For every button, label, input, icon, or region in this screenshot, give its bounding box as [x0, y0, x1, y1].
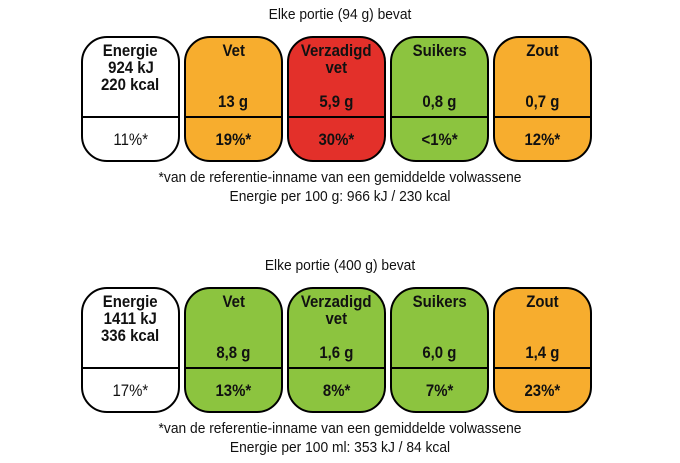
traffic-light-row: Energie 1411 kJ 336 kcal 17%* Vet 8,8 g …: [81, 287, 592, 413]
pill-saturated-fat: Verzadigd vet 1,6 g 8%*: [287, 287, 386, 413]
nutrient-name: Suikers: [412, 292, 467, 311]
nutrient-name: Zout: [526, 41, 559, 60]
nutrient-ri: 8%*: [322, 380, 351, 400]
nutrient-name: Vet: [222, 292, 245, 311]
nutrient-ri: 13%*: [215, 380, 252, 400]
energy-name: Energie: [103, 292, 158, 311]
nutrient-ri: <1%*: [421, 129, 458, 149]
nutrient-ri: 7%*: [425, 380, 454, 400]
energy-ri: 17%*: [112, 380, 149, 400]
pill-sugars: Suikers 6,0 g 7%*: [390, 287, 489, 413]
nutrient-name: Verzadigd: [301, 292, 372, 311]
nutrient-ri: 12%*: [524, 129, 561, 149]
nutrient-name-line2: vet: [325, 309, 348, 328]
label-heading: Elke portie (94 g) bevat: [268, 6, 412, 23]
pill-salt: Zout 1,4 g 23%*: [493, 287, 592, 413]
energy-name: Energie: [103, 41, 158, 60]
energy-ri: 11%*: [113, 129, 148, 149]
footnote: *van de referentie-inname van een gemidd…: [27, 168, 653, 206]
energy-kj: 924 kJ: [107, 58, 154, 77]
nutrient-name: Suikers: [412, 41, 467, 60]
nutrient-amount: 8,8 g: [216, 343, 251, 362]
footnote-reference-intake: *van de referentie-inname van een gemidd…: [158, 420, 522, 437]
nutrient-amount: 13 g: [218, 92, 249, 111]
nutrient-amount: 0,8 g: [422, 92, 457, 111]
traffic-light-row: Energie 924 kJ 220 kcal 11%* Vet 13 g 19…: [81, 36, 592, 162]
nutrient-amount: 0,7 g: [525, 92, 560, 111]
footnote-reference-intake: *van de referentie-inname van een gemidd…: [158, 169, 522, 186]
energy-kcal: 336 kcal: [101, 326, 160, 345]
nutrient-name: Verzadigd: [301, 41, 372, 60]
energy-kj: 1411 kJ: [103, 309, 158, 328]
footnote-energy-per-100: Energie per 100 g: 966 kJ / 230 kcal: [229, 188, 451, 205]
nutrient-ri: 19%*: [215, 129, 252, 149]
nutrient-amount: 1,4 g: [525, 343, 560, 362]
nutrient-name-line2: vet: [325, 58, 348, 77]
footnote: *van de referentie-inname van een gemidd…: [27, 419, 653, 457]
nutrient-amount: 6,0 g: [422, 343, 457, 362]
nutrient-amount: 5,9 g: [319, 92, 354, 111]
footnote-energy-per-100: Energie per 100 ml: 353 kJ / 84 kcal: [229, 439, 451, 456]
label-heading: Elke portie (400 g) bevat: [264, 257, 416, 274]
pill-energy: Energie 924 kJ 220 kcal 11%*: [81, 36, 180, 162]
pill-energy: Energie 1411 kJ 336 kcal 17%*: [81, 287, 180, 413]
nutrient-name: Vet: [222, 41, 245, 60]
pill-fat: Vet 13 g 19%*: [184, 36, 283, 162]
pill-salt: Zout 0,7 g 12%*: [493, 36, 592, 162]
nutrient-name: Zout: [526, 292, 559, 311]
pill-sugars: Suikers 0,8 g <1%*: [390, 36, 489, 162]
nutrient-ri: 30%*: [318, 129, 355, 149]
nutrient-ri: 23%*: [524, 380, 561, 400]
pill-fat: Vet 8,8 g 13%*: [184, 287, 283, 413]
pill-saturated-fat: Verzadigd vet 5,9 g 30%*: [287, 36, 386, 162]
energy-kcal: 220 kcal: [101, 75, 160, 94]
nutrient-amount: 1,6 g: [319, 343, 354, 362]
